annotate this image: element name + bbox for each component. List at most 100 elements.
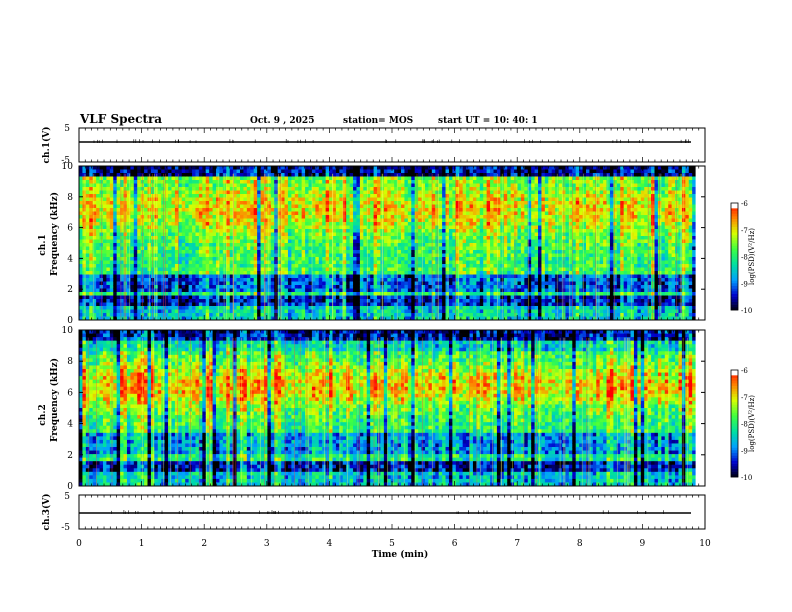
ch1-spectrogram-cell	[424, 176, 429, 181]
ch1-spectrogram-cell	[318, 264, 323, 268]
ch1-spectrogram-cell	[243, 253, 248, 258]
ch1-spectrogram-cell	[335, 288, 340, 293]
ch1-spectrogram-cell	[188, 197, 193, 202]
ch1-spectrogram-cell	[438, 201, 443, 205]
ch1-spectrogram-cell	[96, 194, 100, 198]
ch1-spectrogram-cell	[318, 309, 323, 314]
ch1-spectrogram-cell	[250, 166, 255, 170]
ch1-spectrogram-cell	[181, 292, 186, 296]
ch1-spectrogram-cell	[414, 215, 419, 219]
ch1-spectrogram-cell	[438, 260, 443, 265]
ch1-spectrogram-cell	[356, 208, 361, 212]
ch1-spectrogram-cell	[407, 208, 412, 212]
ch1-spectrogram-cell	[407, 299, 412, 303]
ch1-spectrogram-cell	[236, 173, 241, 177]
ch1-spectrogram-cell	[236, 183, 241, 188]
ch1-spectrogram-cell	[349, 278, 354, 282]
ch1-spectrogram-cell	[448, 190, 453, 195]
ch1-spectrogram-cell	[445, 253, 450, 258]
ch1-spectrogram-cell	[397, 187, 402, 191]
ch1-spectrogram-cell	[377, 176, 381, 181]
ch1-spectrogram-cell	[394, 194, 398, 198]
ch1-spectrogram-cell	[130, 218, 135, 223]
ch1-spectrogram-cell	[116, 264, 121, 268]
ch1-spectrogram-cell	[452, 264, 457, 268]
ch1-spectrogram-cell	[318, 222, 323, 226]
ch1-spectrogram-cell	[120, 306, 124, 310]
ch1-spectrogram-cell	[363, 285, 368, 289]
ch1-spectrogram-cell	[418, 313, 422, 317]
ch1-spectrogram-cell	[298, 201, 303, 205]
ch1-spectrogram-cell	[185, 166, 190, 170]
ch1-spectrogram-cell	[102, 257, 107, 261]
ch1-spectrogram-cell	[448, 288, 453, 293]
ch1-spectrogram-cell	[442, 309, 446, 314]
ch1-spectrogram-cell	[89, 197, 94, 202]
ch1-spectrogram-cell	[198, 169, 203, 174]
ch1-spectrogram-cell	[298, 211, 303, 216]
ch1-spectrogram-cell	[240, 176, 244, 181]
ch1-spectrogram-cell	[353, 236, 357, 240]
ch1-spectrogram-cell	[106, 201, 111, 205]
ch1-spectrogram-cell	[229, 264, 234, 268]
ch1-spectrogram-cell	[243, 257, 248, 261]
ch1-spectrogram-cell	[294, 201, 299, 205]
ch1-spectrogram-cell	[445, 264, 450, 268]
ch1-spectrogram-cell	[120, 299, 124, 303]
ch1-spectrogram-cell	[164, 218, 169, 223]
ch1-spectrogram-cell	[438, 281, 443, 286]
ch1-spectrogram-cell	[263, 180, 268, 184]
ch1-spectrogram-cell	[401, 285, 405, 289]
ch1-spectrogram-cell	[185, 225, 190, 230]
ch1-spectrogram-cell	[85, 201, 90, 205]
ch1-spectrogram-cell	[428, 313, 433, 317]
ch1-spectrogram-cell	[397, 302, 402, 307]
ch1-spectrogram-cell	[113, 211, 118, 216]
ch1-spectrogram-cell	[308, 222, 313, 226]
ch1-spectrogram-cell	[144, 169, 148, 174]
ch1-spectrogram-cell	[353, 278, 357, 282]
ch1-spectrogram-cell	[311, 218, 316, 223]
ch1-spectrogram-cell	[445, 288, 450, 293]
ch1-spectrogram-cell	[174, 250, 179, 254]
ch1-spectrogram-cell	[137, 250, 142, 254]
ch1-spectrogram-cell	[185, 239, 190, 244]
ch1-spectrogram-cell	[219, 292, 224, 296]
ch1-spectrogram-cell	[459, 194, 464, 198]
ch1-spectrogram-cell	[404, 197, 409, 202]
ch1-spectrogram-cell	[89, 313, 94, 317]
ch1-spectrogram-cell	[401, 292, 405, 296]
ch1-spectrogram-cell	[277, 194, 282, 198]
ch1-spectrogram-cell	[109, 313, 114, 317]
ch1-spectrogram-cell	[89, 306, 94, 310]
ch1-spectrogram-cell	[99, 211, 104, 216]
ch1-spectrogram-cell	[82, 201, 87, 205]
ch1-spectrogram-cell	[99, 222, 104, 226]
ch1-spectrogram-cell	[205, 218, 210, 223]
ch1-spectrogram-cell	[322, 187, 327, 191]
ch1-spectrogram-cell	[397, 201, 402, 205]
ch1-spectrogram-cell	[428, 232, 433, 237]
ch1-spectrogram-cell	[157, 239, 162, 244]
ch1-spectrogram-cell	[188, 295, 193, 300]
ch1-spectrogram-cell	[366, 176, 371, 181]
ch1-spectrogram-cell	[421, 243, 426, 247]
ch1-spectrogram-cell	[171, 190, 176, 195]
ch1-spectrogram-cell	[270, 243, 275, 247]
ch1-spectrogram-cell	[99, 232, 104, 237]
ch1-spectrogram-cell	[260, 180, 265, 184]
ch1-spectrogram-cell	[137, 253, 142, 258]
ch1-spectrogram-cell	[301, 264, 306, 268]
ch1-spectrogram-cell	[291, 271, 296, 275]
ch1-spectrogram-cell	[126, 194, 131, 198]
ch1-spectrogram-cell	[339, 267, 344, 272]
ch1-spectrogram-cell	[301, 218, 306, 223]
ch1-spectrogram-cell	[428, 278, 433, 282]
ch1-spectrogram-cell	[150, 169, 155, 174]
ch1-spectrogram-cell	[212, 299, 217, 303]
ch1-spectrogram-cell	[270, 169, 275, 174]
ch1-spectrogram-cell	[89, 292, 94, 296]
ch1-spectrogram-cell	[311, 208, 316, 212]
ch1-spectrogram-cell	[315, 218, 320, 223]
ch1-spectrogram-cell	[229, 253, 234, 258]
